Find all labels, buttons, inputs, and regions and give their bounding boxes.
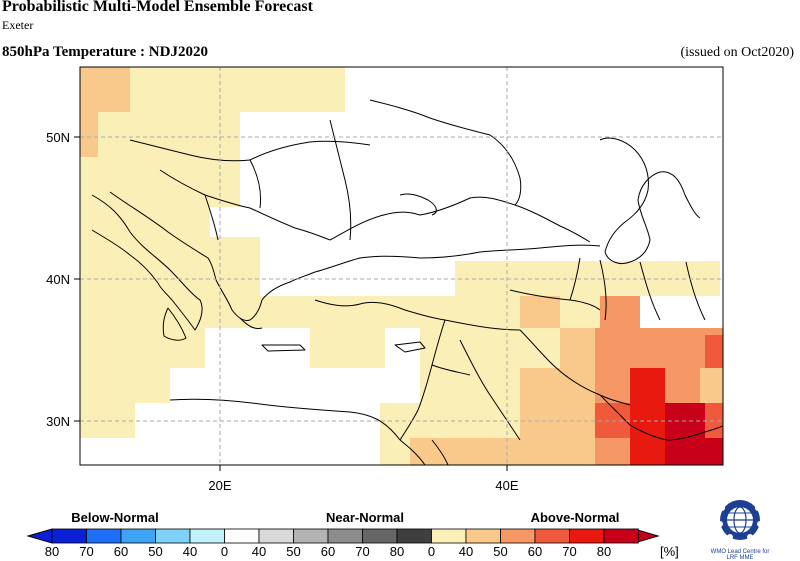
colorbar-near-swatch-4: [362, 528, 398, 544]
colorbar-near-swatch-3: [327, 528, 363, 544]
legend-above-normal-label: Above-Normal: [531, 510, 620, 525]
gridlines: [80, 67, 723, 465]
colorbar-below-arrow: [26, 528, 53, 544]
colorbar-tick-label: 50: [286, 544, 300, 559]
colorbar-tick-label: 70: [79, 544, 93, 559]
colorbar-near-swatch-1: [258, 528, 294, 544]
colorbar-tick-label: 60: [321, 544, 335, 559]
colorbar-tick-label: 40: [252, 544, 266, 559]
lon-label-20e: 20E: [208, 478, 231, 493]
axis-ticks: [74, 136, 508, 471]
lat-label-40n: 40N: [46, 272, 70, 287]
probability-cells: [80, 67, 723, 465]
colorbar-near-swatch-5: [396, 528, 432, 544]
colorbar-above-swatch-5: [603, 528, 639, 544]
logo-caption-line-2: LRF MME: [726, 555, 754, 561]
colorbar-below-swatch-0: [51, 528, 87, 544]
lon-label-40e: 40E: [495, 478, 518, 493]
colorbar-tick-label: 80: [597, 544, 611, 559]
colorbar-below-swatch-4: [189, 528, 225, 544]
colorbar-above-swatch-1: [465, 528, 501, 544]
colorbar-tick-label: 80: [45, 544, 59, 559]
map-title: Probabilistic Multi-Model Ensemble Forec…: [2, 0, 313, 15]
colorbar-below-swatch-2: [120, 528, 156, 544]
lat-label-30n: 30N: [46, 414, 70, 429]
coastlines: [91, 99, 723, 465]
colorbar-tick-label: 40: [459, 544, 473, 559]
organization-label: Exeter: [2, 18, 34, 32]
colorbar-tick-label: 50: [493, 544, 507, 559]
colorbar-above-swatch-0: [431, 528, 467, 544]
colorbar-tick-label: 80: [390, 544, 404, 559]
colorbar-tick-label: 60: [114, 544, 128, 559]
variable-period-label: 850hPa Temperature : NDJ2020: [2, 44, 208, 60]
colorbar-above-swatch-3: [534, 528, 570, 544]
legend-near-normal-label: Near-Normal: [326, 510, 404, 525]
colorbar-tick-label: 70: [355, 544, 369, 559]
colorbar-tick-label: 0: [428, 544, 435, 559]
colorbar-below-swatch-1: [86, 528, 122, 544]
colorbar-above-swatch-2: [500, 528, 536, 544]
colorbar-tick-label: 60: [528, 544, 542, 559]
colorbar-near-swatch-0: [224, 528, 260, 544]
colorbar-above-swatch-4: [569, 528, 605, 544]
colorbar-unit: [%]: [660, 544, 679, 559]
colorbar-below-swatch-3: [155, 528, 191, 544]
colorbar-tick-label: 50: [148, 544, 162, 559]
colorbar-tick-label: 0: [221, 544, 228, 559]
lat-label-50n: 50N: [46, 130, 70, 145]
map-frame: [79, 66, 724, 466]
colorbar: [26, 528, 660, 544]
wmo-logo-caption: WMO Lead Centre for LRF MME: [700, 549, 780, 561]
wmo-logo: [717, 500, 763, 540]
legend-below-normal-label: Below-Normal: [71, 510, 158, 525]
colorbar-tick-label: 40: [183, 544, 197, 559]
logo-caption-line-1: WMO Lead Centre for: [710, 549, 770, 555]
colorbar-near-swatch-2: [293, 528, 329, 544]
issued-date-label: (issued on Oct2020): [680, 45, 794, 60]
colorbar-tick-label: 70: [562, 544, 576, 559]
